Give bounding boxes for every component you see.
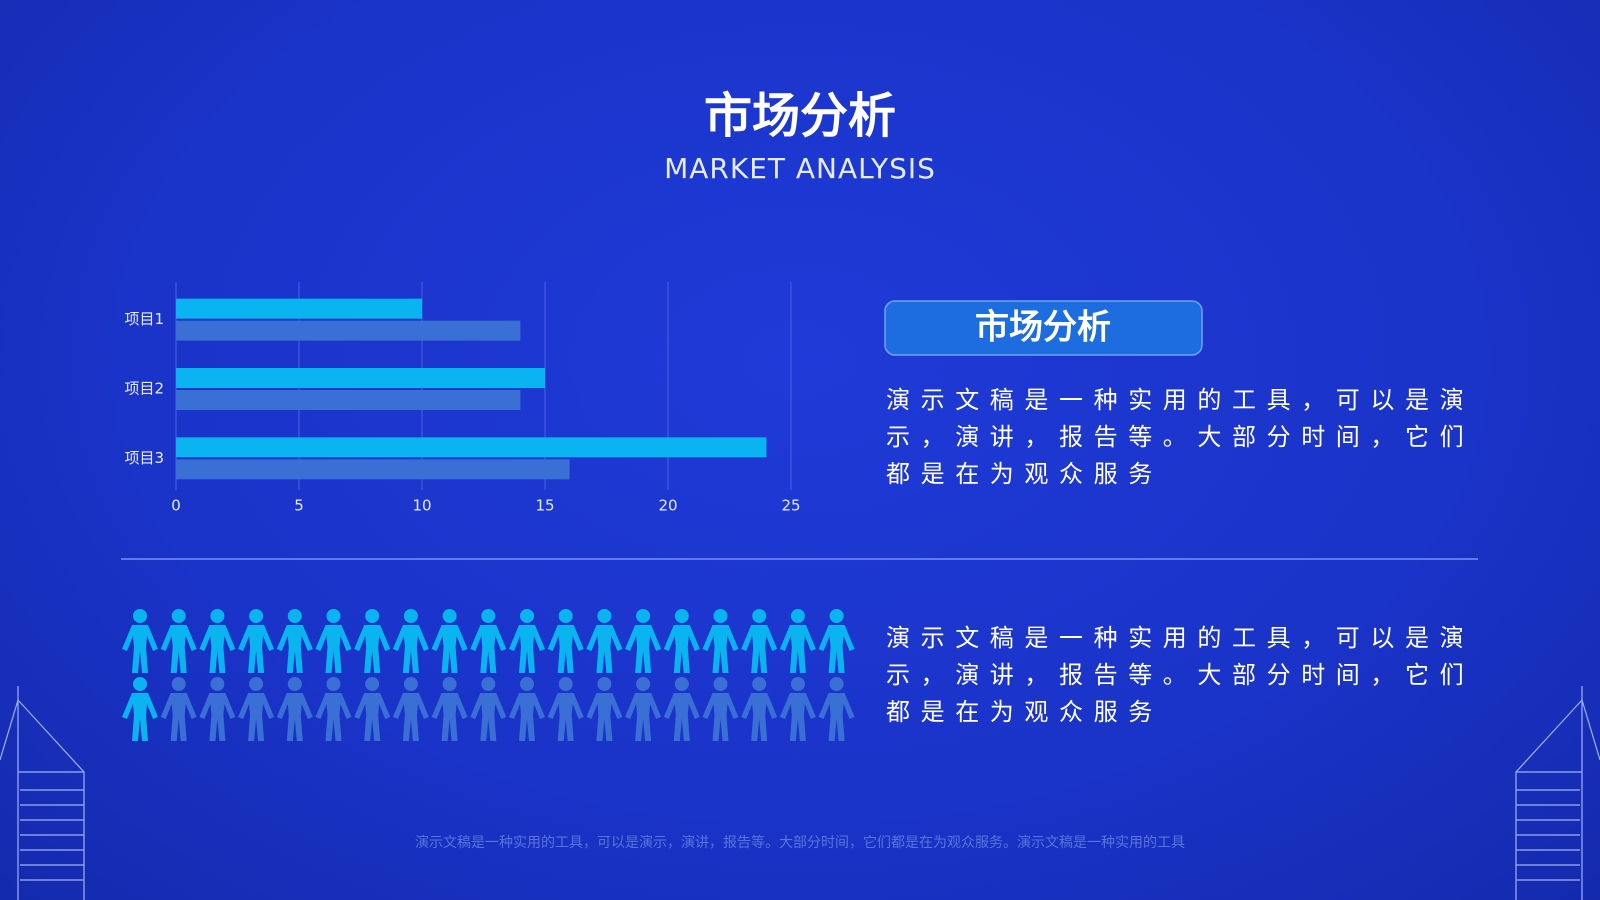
person-icon: [315, 677, 352, 741]
person-icon: [276, 609, 313, 673]
person-icon: [470, 609, 507, 673]
bar: [176, 390, 521, 410]
subtitle: MARKET ANALYSIS: [664, 152, 936, 185]
person-icon: [818, 609, 855, 673]
person-icon: [625, 677, 662, 741]
y-tick-label: 项目1: [124, 310, 164, 328]
person-icon: [238, 677, 275, 741]
person-icon: [741, 609, 778, 673]
person-icon: [663, 677, 700, 741]
x-tick-label: 15: [535, 497, 554, 515]
person-icon: [547, 677, 584, 741]
person-icon: [392, 609, 429, 673]
building-left: [0, 686, 85, 900]
person-icon: [586, 677, 623, 741]
bar: [176, 320, 521, 341]
person-icon: [702, 609, 739, 673]
bar: [176, 368, 545, 388]
panel-box: [884, 300, 1203, 356]
person-icon: [199, 677, 236, 741]
person-icon: [586, 609, 623, 673]
x-tick-label: 20: [658, 497, 677, 515]
footer: 演示文稿是一种实用的工具，可以是演示，演讲，报告等。大部分时间，它们都是在为观众…: [415, 834, 1185, 851]
person-icon: [238, 609, 275, 673]
y-tick-label: 项目2: [124, 380, 164, 398]
person-icon: [509, 677, 545, 741]
person-icon: [663, 609, 700, 673]
x-tick-label: 10: [412, 497, 431, 515]
person-icon: [392, 677, 429, 741]
building-right: [1515, 686, 1600, 900]
person-icon: [199, 609, 236, 673]
x-tick-label: 5: [294, 497, 304, 515]
x-tick-label: 25: [781, 497, 800, 515]
person-icon: [818, 677, 855, 741]
x-tick-label: 0: [171, 497, 181, 515]
person-icon: [431, 609, 468, 673]
person-icon: [779, 677, 816, 741]
person-icon: [122, 677, 158, 741]
person-icon: [354, 609, 391, 673]
bar: [176, 298, 422, 319]
person-icon: [741, 677, 778, 741]
person-icon: [470, 677, 507, 741]
person-icon: [160, 677, 197, 741]
person-icon: [547, 609, 584, 673]
person-icon: [354, 677, 391, 741]
bar: [176, 437, 767, 458]
people-text: 演示文稿是一种实用的工具，可以是演示，演讲，报告等。大部分时间，它们都是在为观众…: [886, 624, 1475, 726]
person-icon: [315, 609, 352, 673]
title: 市场分析: [704, 88, 896, 144]
y-tick-label: 项目3: [124, 449, 164, 467]
person-icon: [122, 609, 158, 673]
person-icon: [431, 677, 468, 741]
bar: [176, 459, 570, 480]
panel-text: 演示文稿是一种实用的工具，可以是演示，演讲，报告等。大部分时间，它们都是在为观众…: [886, 386, 1475, 488]
panel-title: 市场分析: [975, 308, 1111, 348]
person-icon: [779, 609, 816, 673]
person-icon: [509, 609, 545, 673]
person-icon: [625, 609, 662, 673]
person-icon: [276, 677, 313, 741]
person-icon: [160, 609, 197, 673]
person-icon: [702, 677, 739, 741]
